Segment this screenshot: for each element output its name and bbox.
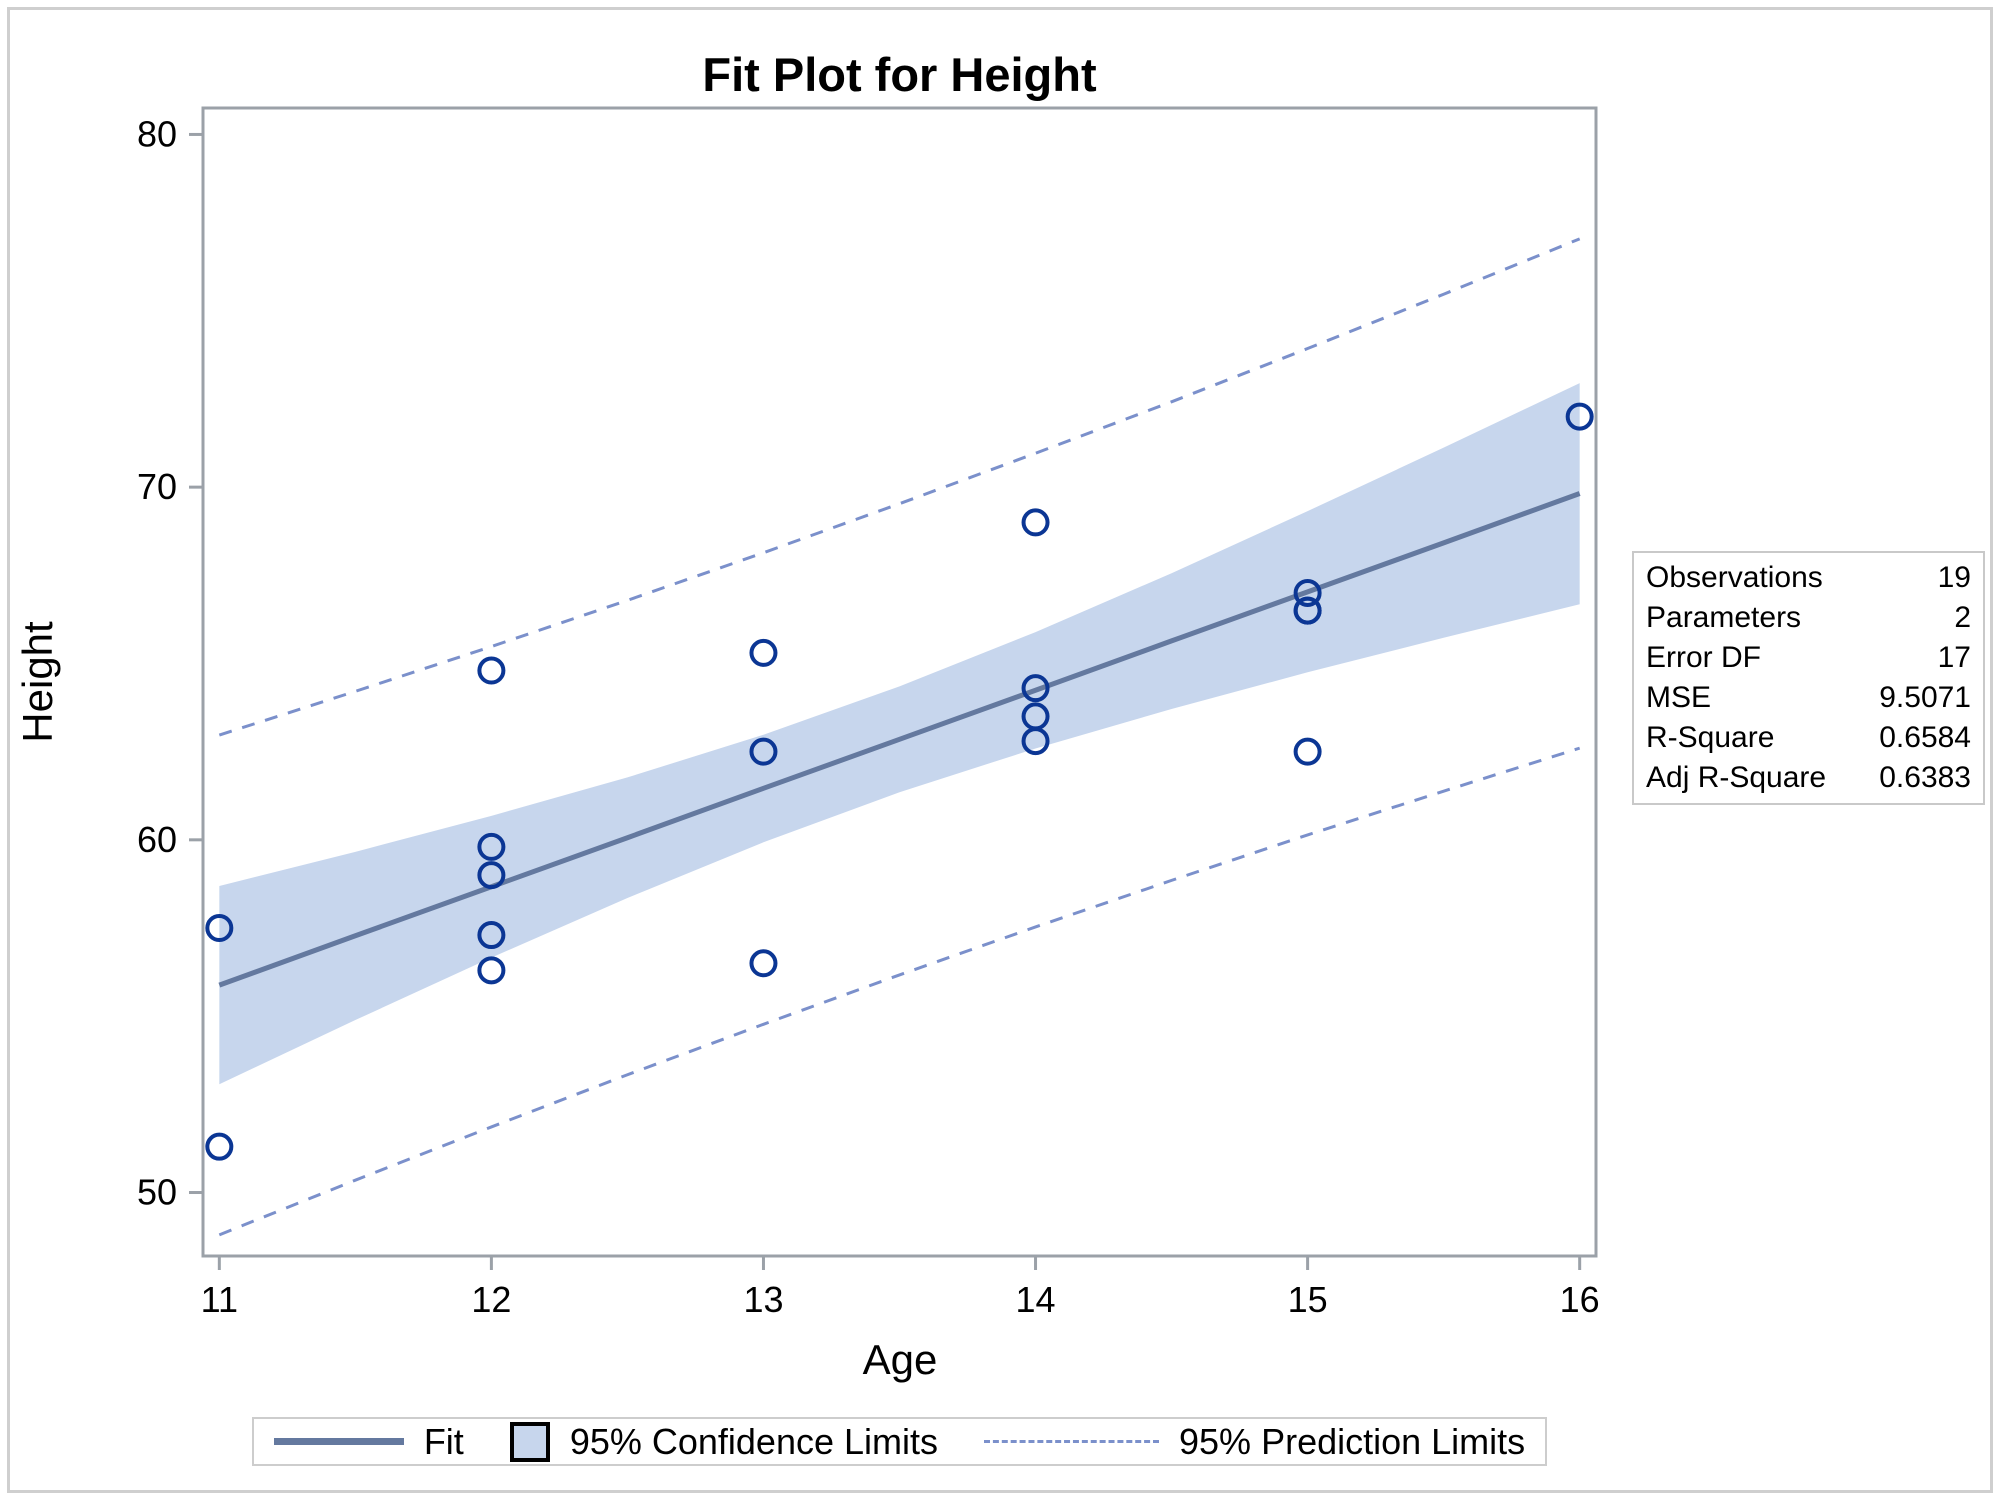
legend-item-fit: Fit [273,1420,464,1463]
scatter-point [749,638,778,667]
prediction-limits-layer [218,237,1581,1237]
stats-row: Parameters 2 [1634,598,1983,638]
x-tick-label: 14 [1016,1279,1056,1320]
scatter-point [749,949,778,978]
prediction-line-swatch-icon [984,1440,1160,1443]
scatter-point [477,921,506,950]
scatter-point [1021,674,1050,703]
fit-line-layer [218,491,1581,988]
scatter-point [477,861,506,890]
stats-row: Error DF 17 [1634,638,1983,678]
legend-wrap: Fit 95% Confidence Limits 95% Prediction… [203,1417,1596,1466]
legend-label-fit: Fit [423,1420,464,1462]
stats-row: Adj R-Square 0.6383 [1634,758,1983,798]
scatter-point [205,1132,234,1161]
stats-value: 9.5071 [1879,681,1971,714]
fit-line [218,491,1581,988]
x-tick-label: 11 [201,1279,238,1320]
stats-value: 19 [1937,561,1971,594]
fit-statistics-box: Observations 19 Parameters 2 Error DF 17… [1632,551,1985,805]
axis-tick-labels-layer: 11 12 13 14 15 16 50 60 70 80 [137,113,1600,1320]
scatter-point [749,737,778,766]
x-tick-label: 16 [1560,1279,1600,1320]
legend-label-prediction: 95% Prediction Limits [1179,1420,1526,1462]
legend-item-confidence: 95% Confidence Limits [509,1420,939,1463]
stats-label: Parameters [1646,601,1802,634]
stats-label: Adj R-Square [1646,761,1827,794]
y-tick-label: 80 [137,113,177,154]
fit-line-swatch-icon [273,1438,404,1445]
confidence-band-layer [219,383,1580,1085]
stats-value: 0.6383 [1879,761,1971,794]
stats-label: MSE [1646,681,1712,714]
y-tick-label: 70 [137,466,177,507]
y-axis-title: Height [14,621,61,743]
stats-label: R-Square [1646,721,1775,754]
stats-value: 0.6584 [1879,721,1971,754]
axis-ticks-layer [189,132,1582,1270]
x-axis-title: Age [863,1336,938,1383]
stats-row: Observations 19 [1634,558,1983,598]
chart-title: Fit Plot for Height [702,48,1097,101]
stats-label: Error DF [1646,641,1761,674]
confidence-band-swatch-icon [509,1421,550,1462]
prediction-upper-line [218,237,1581,737]
scatter-point [1293,596,1322,625]
confidence-band [219,383,1580,1085]
legend: Fit 95% Confidence Limits 95% Prediction… [251,1417,1548,1466]
stats-label: Observations [1646,561,1823,594]
scatter-point [1565,402,1594,431]
stats-row: R-Square 0.6584 [1634,718,1983,758]
scatter-point [1293,737,1322,766]
scatter-point [477,832,506,861]
legend-item-prediction: 95% Prediction Limits [984,1421,1525,1463]
stats-value: 17 [1937,641,1971,674]
x-tick-label: 15 [1288,1279,1328,1320]
scatter-point [477,956,506,985]
scatter-points-layer [205,402,1594,1161]
scatter-point [1293,578,1322,607]
legend-label-confidence: 95% Confidence Limits [569,1420,939,1462]
prediction-lower-line [218,746,1581,1237]
y-tick-label: 60 [137,819,177,860]
plot-wall-border [201,106,1598,1258]
x-tick-label: 13 [743,1279,783,1320]
scatter-point [1021,508,1050,537]
scatter-point [477,656,506,685]
stats-value: 2 [1954,601,1971,634]
x-tick-label: 12 [471,1279,511,1320]
y-tick-label: 50 [137,1172,177,1213]
scatter-point [205,914,234,942]
stats-row: MSE 9.5071 [1634,678,1983,718]
scatter-point [1021,702,1050,731]
